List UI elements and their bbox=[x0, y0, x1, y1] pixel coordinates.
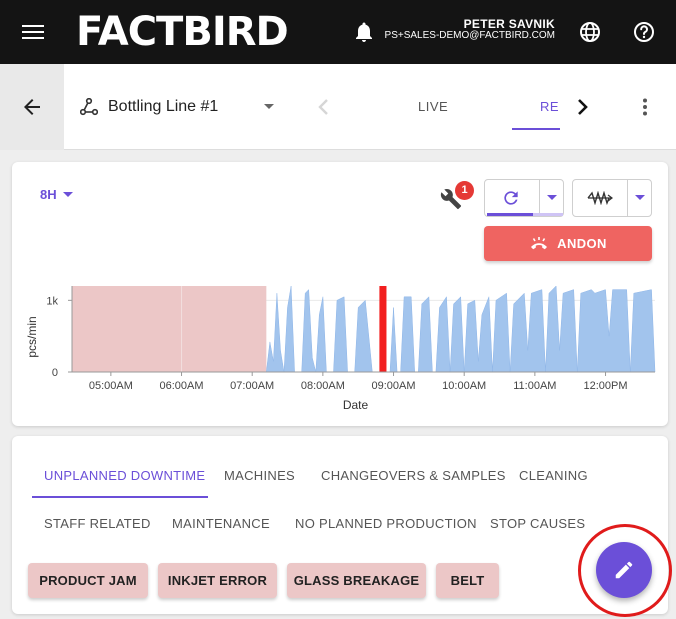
line-selector[interactable]: Bottling Line #1 bbox=[80, 92, 274, 122]
back-button[interactable] bbox=[0, 64, 64, 150]
tab-maintenance[interactable]: MAINTENANCE bbox=[172, 516, 270, 531]
active-tab-indicator bbox=[32, 496, 208, 498]
x-tick-label: 12:00PM bbox=[584, 380, 628, 392]
chip-inkjet-error[interactable]: INKJET ERROR bbox=[158, 563, 277, 598]
x-tick-label: 10:00AM bbox=[442, 380, 486, 392]
wrench-icon[interactable] bbox=[440, 188, 462, 210]
maintenance-badge: 1 bbox=[455, 181, 474, 200]
refresh-button[interactable] bbox=[485, 180, 539, 216]
x-tick-label: 07:00AM bbox=[230, 380, 274, 392]
bell-icon[interactable] bbox=[352, 20, 376, 44]
tab-active-partial[interactable]: RE bbox=[540, 99, 560, 114]
chevron-down-icon bbox=[635, 195, 645, 200]
menu-icon[interactable] bbox=[22, 22, 44, 42]
tab-live[interactable]: LIVE bbox=[418, 99, 449, 114]
user-info[interactable]: PETER SAVNIK PS+SALES-DEMO@FACTBIRD.COM bbox=[385, 18, 555, 42]
refresh-button-group bbox=[484, 179, 564, 217]
line-header: Bottling Line #1 LIVE RE bbox=[0, 64, 676, 150]
tab-stop-causes[interactable]: STOP CAUSES bbox=[490, 516, 586, 531]
downtime-band-1 bbox=[379, 286, 387, 372]
tab-unplanned-downtime[interactable]: UNPLANNED DOWNTIME bbox=[44, 468, 206, 483]
series-area-0 bbox=[266, 285, 656, 373]
edit-fab-button[interactable] bbox=[596, 542, 652, 598]
y-tick-label: 1k bbox=[46, 295, 58, 307]
chevron-down-icon bbox=[62, 192, 73, 197]
x-tick-label: 09:00AM bbox=[372, 380, 416, 392]
y-axis-label: pcs/min bbox=[25, 316, 39, 357]
signal-button-group bbox=[572, 179, 652, 217]
button-divider bbox=[627, 180, 628, 216]
production-chart[interactable]: 0 1k 05:00AM 06:00AM 07:00AM 08:00AM 09:00AM 10… bbox=[12, 272, 668, 422]
chip-belt[interactable]: BELT bbox=[436, 563, 499, 598]
refresh-dropdown[interactable] bbox=[540, 180, 564, 216]
globe-icon[interactable] bbox=[578, 20, 602, 44]
line-name: Bottling Line #1 bbox=[108, 98, 219, 115]
time-range-value: 8H bbox=[40, 187, 57, 202]
factbird-logo: FACTBIRD bbox=[76, 9, 289, 55]
active-tab-indicator bbox=[512, 128, 560, 130]
x-tick-label: 08:00AM bbox=[301, 380, 345, 392]
chip-product-jam[interactable]: PRODUCT JAM bbox=[28, 563, 148, 598]
top-app-bar: FACTBIRD PETER SAVNIK PS+SALES-DEMO@FACT… bbox=[0, 0, 676, 64]
tab-no-planned-production[interactable]: NO PLANNED PRODUCTION bbox=[295, 516, 477, 531]
user-name: PETER SAVNIK bbox=[463, 17, 555, 31]
chevron-right-icon[interactable] bbox=[572, 95, 592, 119]
help-icon[interactable] bbox=[632, 20, 656, 44]
chevron-left-icon[interactable] bbox=[314, 95, 334, 119]
signal-dropdown[interactable] bbox=[628, 180, 652, 216]
x-tick-label: 11:00AM bbox=[513, 380, 556, 392]
x-axis-label: Date bbox=[343, 398, 369, 412]
phone-hangup-icon bbox=[531, 236, 548, 249]
andon-button[interactable]: ANDON bbox=[484, 226, 652, 261]
downtime-card: UNPLANNED DOWNTIME MACHINES CHANGEOVERS … bbox=[12, 436, 668, 614]
user-email: PS+SALES-DEMO@FACTBIRD.COM bbox=[384, 30, 555, 41]
more-vert-icon[interactable] bbox=[642, 98, 648, 116]
back-arrow-icon bbox=[24, 99, 40, 115]
tab-staff-related[interactable]: STAFF RELATED bbox=[44, 516, 151, 531]
x-tick-label: 05:00AM bbox=[89, 380, 133, 392]
time-range-selector[interactable]: 8H bbox=[40, 187, 73, 202]
refresh-progress-fill bbox=[487, 213, 533, 216]
tab-cleaning[interactable]: CLEANING bbox=[519, 468, 588, 483]
pencil-icon bbox=[615, 561, 633, 579]
hierarchy-icon bbox=[80, 98, 98, 116]
tab-machines[interactable]: MACHINES bbox=[224, 468, 296, 483]
highlight-circle bbox=[578, 524, 672, 617]
andon-label: ANDON bbox=[557, 236, 607, 251]
tab-changeovers-samples[interactable]: CHANGEOVERS & SAMPLES bbox=[321, 468, 506, 483]
signal-button[interactable] bbox=[573, 180, 627, 216]
chip-glass-breakage[interactable]: GLASS BREAKAGE bbox=[287, 563, 426, 598]
downtime-band-0 bbox=[72, 286, 267, 372]
refresh-progress bbox=[487, 213, 563, 216]
signal-wave-icon bbox=[587, 191, 613, 205]
production-chart-card: 8H 1 ANDON bbox=[12, 162, 668, 426]
x-tick-label: 06:00AM bbox=[160, 380, 204, 392]
button-divider bbox=[539, 180, 540, 216]
chevron-down-icon bbox=[264, 104, 274, 109]
chevron-down-icon bbox=[547, 195, 557, 200]
y-tick-label: 0 bbox=[52, 367, 58, 379]
refresh-icon bbox=[504, 191, 518, 205]
